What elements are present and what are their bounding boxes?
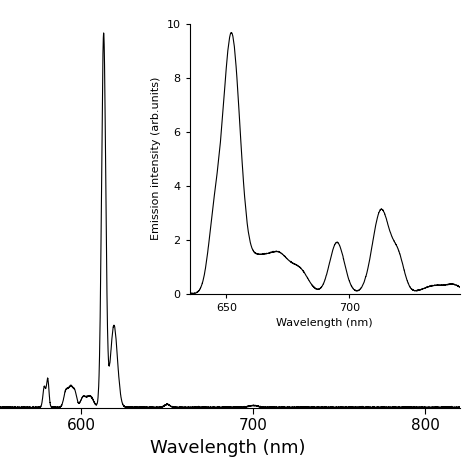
X-axis label: Wavelength (nm): Wavelength (nm) xyxy=(276,319,373,328)
Y-axis label: Emission intensity (arb.units): Emission intensity (arb.units) xyxy=(151,77,161,240)
X-axis label: Wavelength (nm): Wavelength (nm) xyxy=(150,438,305,456)
